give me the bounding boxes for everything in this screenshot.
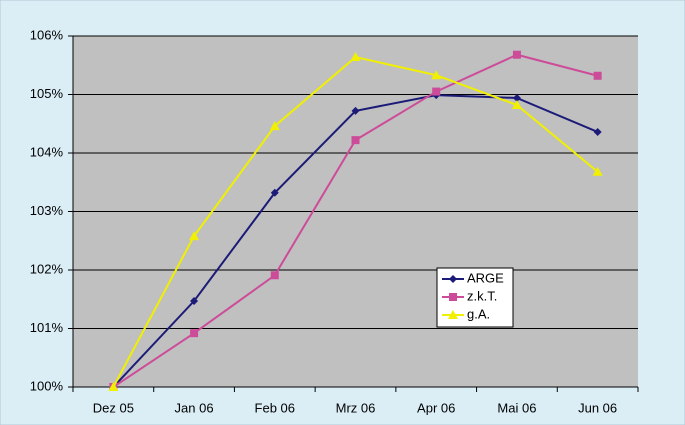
marker — [511, 100, 522, 110]
marker — [351, 106, 360, 115]
x-tick-label: Mai 06 — [497, 400, 536, 415]
x-tick-label: Apr 06 — [417, 400, 455, 415]
x-tick-label: Jun 06 — [578, 400, 617, 415]
y-tick-label: 105% — [30, 86, 64, 101]
legend-label: z.k.T. — [467, 288, 497, 303]
x-tick-label: Feb 06 — [255, 400, 295, 415]
marker — [432, 87, 441, 96]
marker — [269, 121, 280, 131]
marker — [431, 70, 442, 80]
marker — [270, 188, 279, 197]
marker — [351, 136, 360, 145]
marker — [190, 297, 199, 306]
marker — [189, 231, 200, 241]
marker — [593, 127, 602, 136]
y-tick-label: 103% — [30, 203, 64, 218]
y-tick-label: 102% — [30, 261, 64, 276]
y-tick-label: 100% — [30, 378, 64, 393]
legend-label: ARGE — [467, 270, 504, 285]
marker — [448, 310, 458, 319]
marker — [592, 166, 603, 176]
y-tick-label: 104% — [30, 144, 64, 159]
marker — [593, 71, 602, 80]
marker — [512, 94, 521, 103]
marker — [190, 329, 199, 338]
marker — [108, 382, 119, 391]
marker — [512, 50, 521, 59]
marker — [449, 275, 457, 283]
y-tick-label: 101% — [30, 320, 64, 335]
x-tick-label: Dez 05 — [93, 400, 134, 415]
y-tick-label: 106% — [30, 27, 64, 42]
marker — [270, 271, 279, 280]
legend-label: g.A. — [467, 306, 490, 321]
x-tick-label: Mrz 06 — [336, 400, 376, 415]
marker — [350, 52, 361, 62]
marker — [449, 293, 457, 301]
x-tick-label: Jan 06 — [175, 400, 214, 415]
